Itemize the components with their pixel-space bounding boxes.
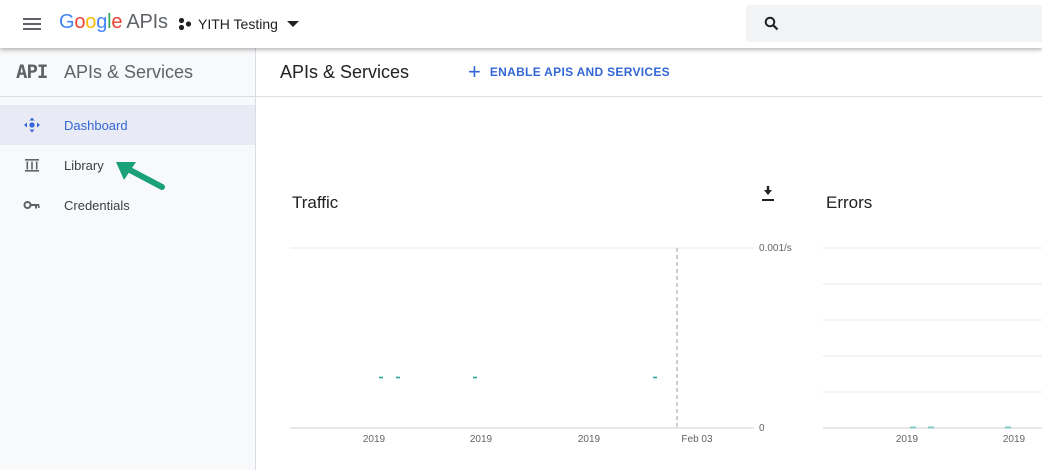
traffic-x-tick: 2019	[363, 434, 386, 445]
sidebar-item-label: Credentials	[64, 197, 130, 213]
errors-x-tick: 2019	[896, 434, 919, 445]
sidebar-item-credentials[interactable]: Credentials	[0, 185, 255, 225]
enable-apis-button[interactable]: + ENABLE APIS AND SERVICES	[468, 59, 670, 84]
search-box[interactable]	[746, 5, 1042, 42]
sidebar: API APIs & Services Dashboard Library	[0, 48, 256, 470]
search-icon	[764, 16, 779, 31]
logo-google-text: Google	[59, 11, 123, 33]
sidebar-item-library[interactable]: Library	[0, 145, 255, 185]
errors-chart-title: Errors	[826, 193, 873, 212]
dashboard-icon	[24, 117, 40, 133]
traffic-x-tick: 2019	[578, 434, 601, 445]
sidebar-item-label: Dashboard	[64, 117, 128, 133]
top-app-bar: Google APIs YITH Testing	[0, 0, 1042, 48]
library-icon	[25, 159, 39, 172]
sidebar-header: API APIs & Services	[0, 48, 255, 97]
traffic-chart-title: Traffic	[292, 193, 339, 212]
project-selector[interactable]: YITH Testing	[178, 14, 299, 34]
annotation-arrow-icon	[116, 162, 165, 190]
sidebar-title: APIs & Services	[64, 62, 194, 82]
project-icon	[178, 17, 192, 31]
caret-down-icon	[286, 21, 299, 27]
traffic-x-tick: Feb 03	[681, 434, 713, 445]
sidebar-nav: Dashboard Library Credentials	[0, 97, 255, 225]
key-icon	[23, 201, 40, 209]
page-title: APIs & Services	[280, 62, 410, 82]
sidebar-item-dashboard[interactable]: Dashboard	[0, 105, 255, 145]
download-icon[interactable]	[760, 186, 776, 202]
project-name: YITH Testing	[198, 16, 278, 32]
hamburger-menu-icon[interactable]	[14, 10, 42, 38]
traffic-x-tick: 2019	[470, 434, 493, 445]
main-header: APIs & Services + ENABLE APIS AND SERVIC…	[256, 48, 1042, 97]
errors-x-tick: 2019	[1003, 434, 1026, 445]
traffic-y-tick-bottom: 0	[759, 423, 765, 434]
search-input[interactable]	[790, 13, 1030, 35]
plus-icon: +	[468, 59, 481, 84]
traffic-y-tick-top: 0.001/s	[759, 243, 792, 254]
sidebar-item-label: Library	[64, 157, 104, 173]
api-logo-mark: API	[16, 61, 48, 83]
google-apis-logo[interactable]: Google APIs	[59, 11, 168, 34]
logo-apis-text: APIs	[126, 11, 168, 33]
charts-area: 0.001/s 0 2019 2019 2019 Feb 03 2019 201…	[290, 243, 1042, 445]
enable-apis-label: ENABLE APIS AND SERVICES	[489, 65, 670, 79]
